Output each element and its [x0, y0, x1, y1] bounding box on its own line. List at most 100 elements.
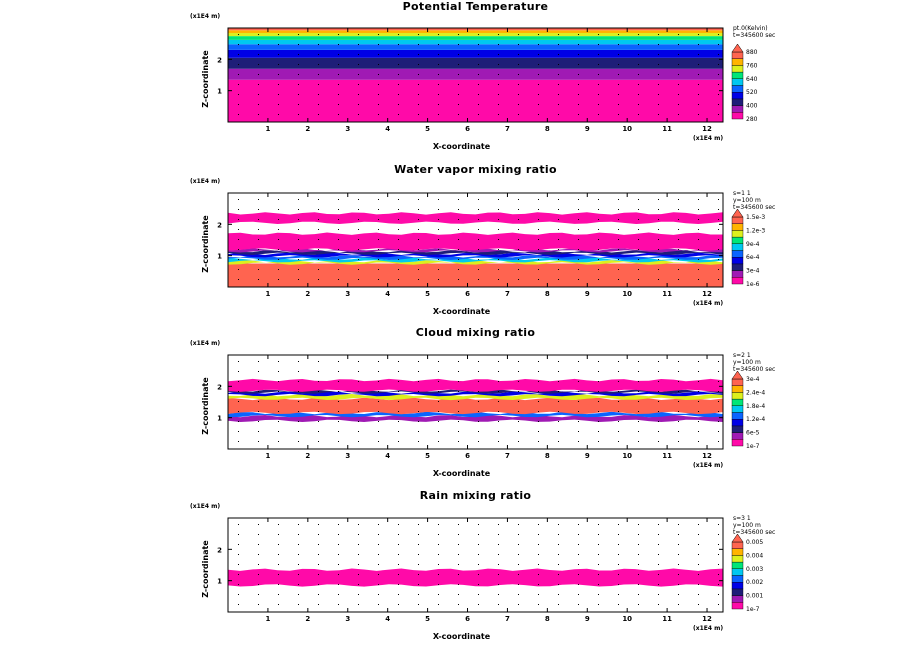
grid-dot [338, 554, 339, 555]
grid-dot [518, 441, 519, 442]
grid-dot [478, 249, 479, 250]
x-tick-label: 6 [465, 125, 470, 133]
grid-dot [558, 259, 559, 260]
grid-dot [578, 431, 579, 432]
grid-dot [698, 104, 699, 105]
grid-dot [438, 391, 439, 392]
grid-dot [678, 401, 679, 402]
grid-dot [658, 209, 659, 210]
colorbar-swatch [731, 270, 744, 278]
x-unit-label: (x1E4 m) [693, 300, 723, 307]
x-tick-label: 11 [662, 452, 672, 460]
info-line: s=2 1 [733, 352, 751, 359]
grid-dot [538, 84, 539, 85]
x-tick-label: 2 [305, 452, 310, 460]
grid-dot [638, 544, 639, 545]
colorbar-swatch [731, 263, 744, 271]
grid-dot [538, 604, 539, 605]
grid-dot [438, 401, 439, 402]
colorbar-swatch [731, 561, 744, 569]
grid-dot [498, 361, 499, 362]
grid-dot [538, 544, 539, 545]
grid-dot [458, 94, 459, 95]
grid-dot [438, 229, 439, 230]
grid-dot [258, 94, 259, 95]
grid-dot [258, 431, 259, 432]
colorbar-swatch [731, 112, 744, 120]
y-tick-label: 1 [217, 578, 222, 586]
grid-dot [638, 199, 639, 200]
grid-dot [718, 554, 719, 555]
grid-dot [238, 199, 239, 200]
grid-dot [278, 391, 279, 392]
grid-dot [478, 584, 479, 585]
grid-dot [518, 431, 519, 432]
grid-dot [438, 219, 439, 220]
grid-dot [578, 604, 579, 605]
grid-dot [238, 554, 239, 555]
x-tick-label: 3 [345, 452, 350, 460]
grid-dot [518, 114, 519, 115]
grid-dot [478, 381, 479, 382]
grid-dot [318, 391, 319, 392]
grid-dot [318, 114, 319, 115]
grid-dot [538, 34, 539, 35]
grid-dot [398, 371, 399, 372]
grid-dot [418, 371, 419, 372]
grid-dot [518, 44, 519, 45]
grid-dot [718, 34, 719, 35]
grid-dot [418, 229, 419, 230]
colorbar-label: 0.001 [746, 593, 763, 600]
colorbar-swatch [731, 555, 744, 563]
z-unit-label: (x1E4 m) [190, 178, 220, 185]
grid-dot [378, 564, 379, 565]
grid-dot [678, 259, 679, 260]
grid-dot [498, 44, 499, 45]
grid-dot [358, 239, 359, 240]
grid-dot [498, 411, 499, 412]
grid-dot [658, 104, 659, 105]
grid-dot [278, 104, 279, 105]
y-tick-label: 1 [217, 88, 222, 96]
x-tick-label: 5 [425, 290, 430, 298]
grid-dot [718, 421, 719, 422]
grid-dot [278, 594, 279, 595]
x-tick-label: 5 [425, 452, 430, 460]
grid-dot [298, 259, 299, 260]
grid-dot [538, 391, 539, 392]
grid-dot [598, 94, 599, 95]
grid-dot [698, 94, 699, 95]
grid-dot [678, 229, 679, 230]
grid-dot [538, 74, 539, 75]
colorbar-swatch [731, 257, 744, 265]
grid-dot [358, 524, 359, 525]
grid-dot [298, 554, 299, 555]
grid-dot [658, 269, 659, 270]
grid-dot [418, 34, 419, 35]
grid-dot [258, 421, 259, 422]
grid-dot [418, 401, 419, 402]
x-tick-label: 7 [505, 452, 510, 460]
grid-dot [258, 229, 259, 230]
colorbar-swatch [731, 78, 744, 86]
grid-dot [558, 411, 559, 412]
colorbar-label: 9e-4 [746, 241, 760, 248]
grid-dot [358, 199, 359, 200]
grid-dot [618, 381, 619, 382]
grid-dot [718, 94, 719, 95]
grid-dot [378, 44, 379, 45]
x-tick-label: 2 [305, 615, 310, 623]
grid-dot [298, 94, 299, 95]
grid-dot [618, 219, 619, 220]
band-level-7 [228, 33, 723, 37]
grid-dot [538, 94, 539, 95]
grid-dot [698, 441, 699, 442]
colorbar-swatch [731, 51, 744, 59]
grid-dot [578, 279, 579, 280]
grid-dot [558, 544, 559, 545]
grid-dot [478, 371, 479, 372]
grid-dot [378, 524, 379, 525]
grid-dot [298, 74, 299, 75]
band-level-9 [228, 28, 723, 31]
grid-dot [338, 524, 339, 525]
